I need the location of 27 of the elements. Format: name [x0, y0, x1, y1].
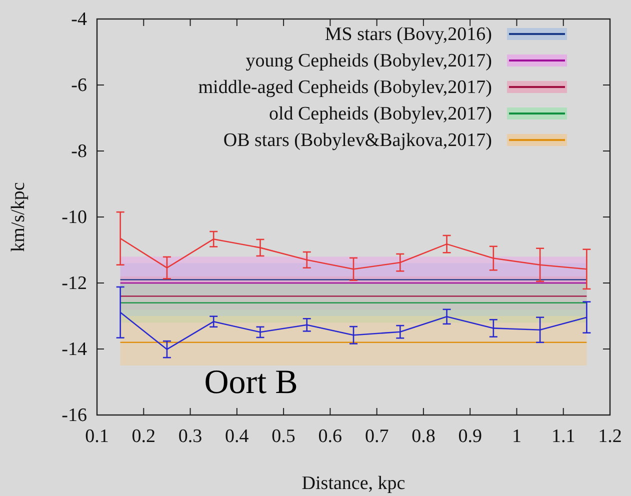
y-axis-title: km/s/kpc [8, 182, 29, 252]
x-tick-label: 1.1 [551, 426, 576, 447]
annotation: Oort B [204, 364, 298, 401]
x-tick-label: 0.1 [85, 426, 109, 447]
x-tick-label: 0.8 [412, 426, 436, 447]
y-tick-label: -16 [62, 405, 87, 426]
x-tick-label: 0.3 [178, 426, 202, 447]
y-tick-label: -4 [71, 9, 88, 30]
legend-label: middle-aged Cepheids (Bobylev,2017) [198, 77, 492, 98]
legend-label: OB stars (Bobylev&Bajkova,2017) [223, 130, 492, 151]
y-tick-label: -8 [71, 141, 87, 162]
legend-label: young Cepheids (Bobylev,2017) [246, 50, 492, 72]
x-tick-label: 0.6 [318, 426, 342, 447]
x-tick-label: 0.5 [272, 426, 296, 447]
x-tick-label: 1.2 [598, 426, 622, 447]
x-tick-label: 0.9 [458, 426, 482, 447]
y-tick-label: -10 [62, 207, 87, 228]
x-tick-label: 0.7 [364, 426, 389, 447]
x-tick-label: 1 [512, 426, 522, 447]
legend-label: MS stars (Bovy,2016) [324, 24, 492, 45]
x-axis-title: Distance, kpc [302, 473, 406, 494]
legend-label: old Cepheids (Bobylev,2017) [268, 104, 492, 124]
y-tick-label: -12 [62, 273, 87, 294]
x-tick-label: 0.4 [225, 426, 250, 447]
y-tick-label: -6 [71, 75, 87, 96]
y-tick-label: -14 [62, 339, 88, 360]
x-tick-label: 0.2 [132, 426, 156, 447]
